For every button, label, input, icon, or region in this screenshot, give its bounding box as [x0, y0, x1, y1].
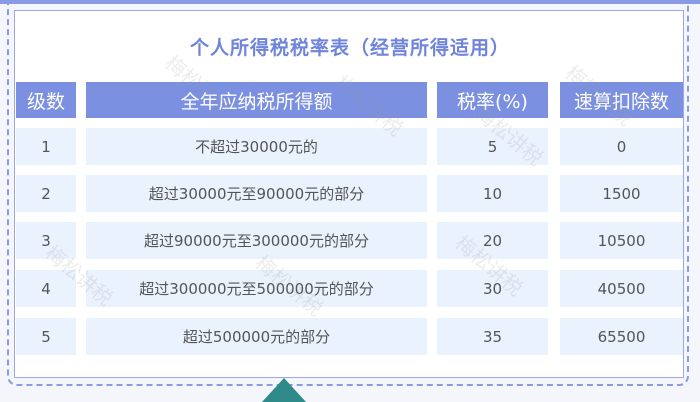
cell-taxable-income: 超过300000元至500000元的部分	[86, 270, 427, 307]
cell-taxable-income: 超过30000元至90000元的部分	[86, 175, 427, 212]
dashed-frame	[7, 0, 689, 386]
cell-quick-deduction: 10500	[560, 222, 683, 259]
cell-quick-deduction: 1500	[560, 175, 683, 212]
cell-tax-rate: 35	[437, 318, 548, 355]
header-taxable-income: 全年应纳税所得额	[86, 82, 427, 118]
cell-tax-rate: 10	[437, 175, 548, 212]
cell-tax-rate: 30	[437, 270, 548, 307]
cell-level: 1	[16, 128, 76, 165]
top-bar	[0, 0, 700, 4]
cell-level: 2	[16, 175, 76, 212]
header-quick-deduction: 速算扣除数	[560, 82, 683, 118]
cell-tax-rate: 20	[437, 222, 548, 259]
cell-taxable-income: 不超过30000元的	[86, 128, 427, 165]
table-title: 个人所得税税率表（经营所得适用）	[189, 37, 510, 59]
cell-tax-rate: 5	[437, 128, 548, 165]
cell-level: 3	[16, 222, 76, 259]
triangle-pointer-icon	[262, 378, 306, 402]
cell-level: 5	[16, 318, 76, 355]
cell-quick-deduction: 0	[560, 128, 683, 165]
cell-level: 4	[16, 270, 76, 307]
header-tax-rate: 税率(%)	[437, 82, 548, 118]
cell-quick-deduction: 65500	[560, 318, 683, 355]
header-level: 级数	[16, 82, 76, 118]
cell-quick-deduction: 40500	[560, 270, 683, 307]
cell-taxable-income: 超过500000元的部分	[86, 318, 427, 355]
cell-taxable-income: 超过90000元至300000元的部分	[86, 222, 427, 259]
